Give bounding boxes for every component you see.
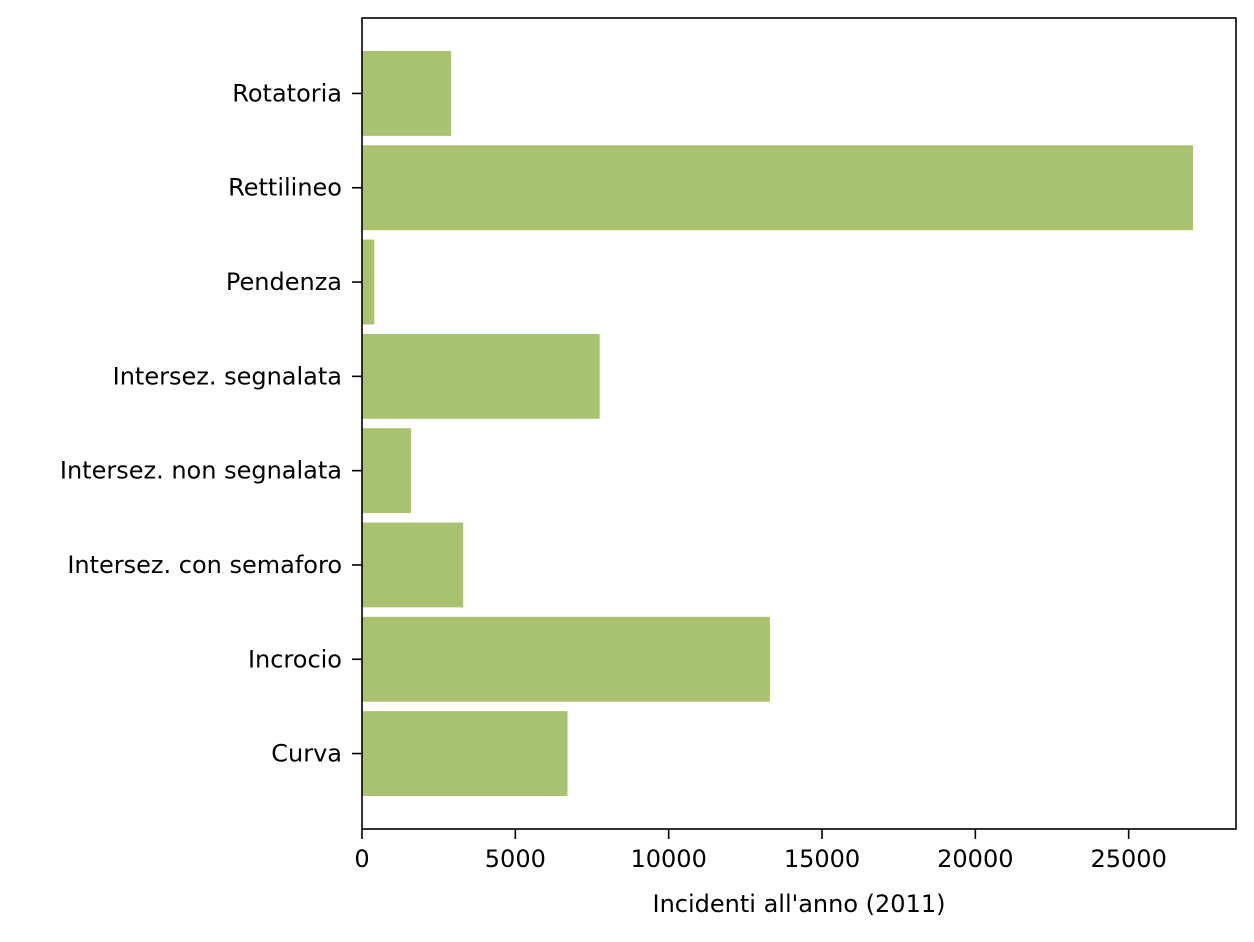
bar-intersez-con-semaforo xyxy=(362,522,464,608)
x-tick-label: 20000 xyxy=(937,845,1013,873)
y-tick-label: Intersez. segnalata xyxy=(113,362,342,390)
x-tick-label: 25000 xyxy=(1090,845,1166,873)
bar-rettilineo xyxy=(362,145,1194,231)
bars-group xyxy=(362,51,1194,796)
y-tick-label: Intersez. con semaforo xyxy=(67,551,342,579)
bar-pendenza xyxy=(362,239,375,325)
bar-intersez-non-segnalata xyxy=(362,428,412,514)
y-tick-label: Incrocio xyxy=(248,645,342,673)
plot-frame xyxy=(361,17,1237,830)
y-tick-label: Curva xyxy=(271,740,342,768)
x-tick-label: 10000 xyxy=(630,845,706,873)
y-tick-label: Rettilineo xyxy=(228,174,342,202)
y-tick-label: Rotatoria xyxy=(232,79,342,107)
y-tick-label: Pendenza xyxy=(226,268,342,296)
bar-intersez-segnalata xyxy=(362,333,600,419)
y-tick-label: Intersez. non segnalata xyxy=(60,457,342,485)
x-tick-label: 0 xyxy=(354,845,369,873)
x-tick-label: 5000 xyxy=(485,845,546,873)
x-axis-ticks: 0 5000 10000 15000 20000 25000 xyxy=(354,829,1167,873)
y-axis-ticks: Curva Incrocio Intersez. con semaforo Inter… xyxy=(60,79,362,768)
x-axis-label: Incidenti all'anno (2011) xyxy=(653,890,946,918)
bar-curva xyxy=(362,711,568,796)
x-tick-label: 15000 xyxy=(784,845,860,873)
bar-incrocio xyxy=(362,616,770,702)
bar-rotatoria xyxy=(362,51,451,136)
